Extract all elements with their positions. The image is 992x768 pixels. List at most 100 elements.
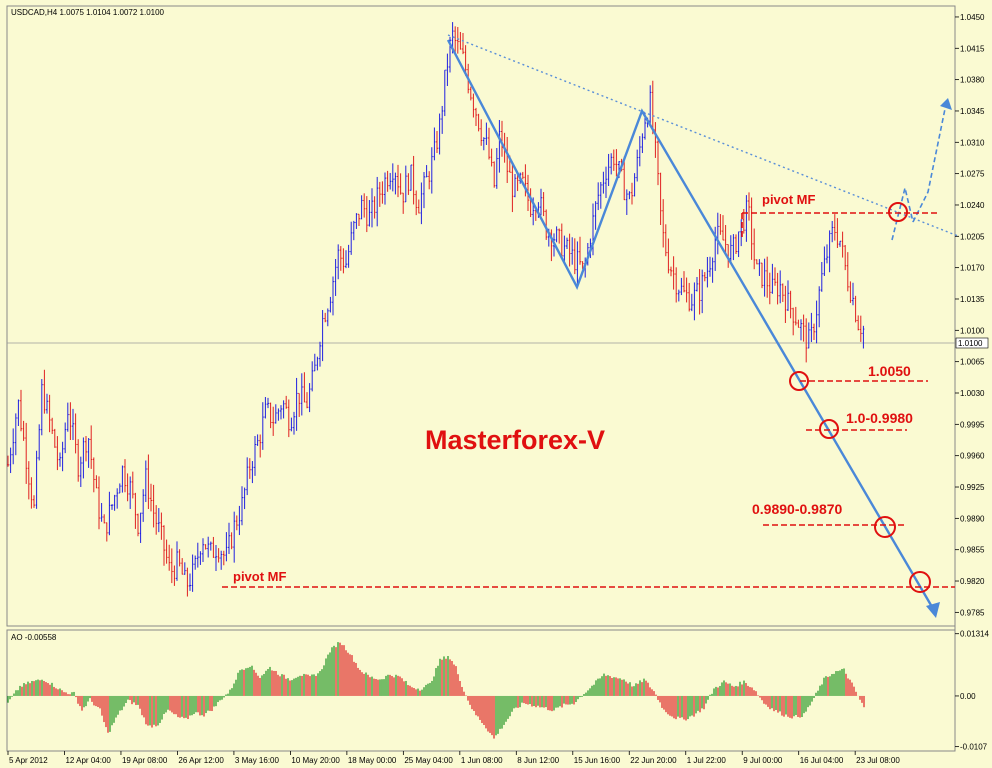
price-bar xyxy=(456,27,459,54)
price-bar xyxy=(766,256,769,298)
price-bar xyxy=(540,188,542,216)
price-bar xyxy=(272,406,275,436)
price-bar xyxy=(696,276,698,292)
price-bar xyxy=(386,170,389,192)
price-bar xyxy=(222,550,225,566)
price-bar xyxy=(516,173,519,192)
price-bar xyxy=(87,438,90,468)
price-bar xyxy=(433,127,436,161)
price-bar xyxy=(745,195,748,242)
price-bar xyxy=(417,199,420,214)
target-circle-1 xyxy=(789,371,809,391)
price-bar xyxy=(560,223,563,258)
price-bar xyxy=(610,153,613,175)
price-tick-label: 1.0065 xyxy=(960,358,985,367)
price-bar xyxy=(113,494,116,511)
price-bar xyxy=(430,147,433,194)
price-bar xyxy=(233,511,236,563)
price-bar xyxy=(462,33,464,55)
time-tick-label: 16 Jul 04:00 xyxy=(800,756,844,765)
price-tick-label: 1.0170 xyxy=(960,264,985,273)
price-bar xyxy=(394,172,397,195)
price-bar xyxy=(636,149,639,182)
symbol-header: USDCAD,H4 1.0075 1.0104 1.0072 1.0100 xyxy=(11,8,164,17)
price-bar xyxy=(20,389,22,432)
price-bar xyxy=(641,133,644,154)
price-bar xyxy=(719,214,722,235)
price-tick-label: 1.0415 xyxy=(960,44,985,53)
price-bar xyxy=(202,538,204,563)
price-bar xyxy=(716,212,719,255)
price-bar xyxy=(758,259,761,276)
price-bar xyxy=(38,424,41,461)
price-bar xyxy=(269,402,272,429)
price-bar xyxy=(61,441,64,472)
target-circle-4 xyxy=(909,571,931,593)
price-bar xyxy=(662,199,665,248)
projection-arrows xyxy=(891,103,947,241)
price-bar xyxy=(659,172,662,226)
price-bar xyxy=(768,272,771,305)
price-bar xyxy=(701,269,704,314)
price-bar xyxy=(215,545,217,572)
price-bar xyxy=(355,213,358,229)
price-bar xyxy=(521,171,524,180)
price-bar xyxy=(79,456,82,487)
price-bar xyxy=(475,107,477,127)
price-bar xyxy=(402,192,405,214)
price-bar xyxy=(558,228,561,244)
price-bar xyxy=(854,295,857,323)
price-tick-label: 1.0275 xyxy=(960,170,985,179)
price-bar xyxy=(649,85,652,124)
price-bar xyxy=(178,549,181,567)
price-bar xyxy=(826,244,828,264)
level-3-label: 0.9890-0.9870 xyxy=(752,501,843,517)
price-bar xyxy=(56,436,59,471)
price-bar xyxy=(667,238,670,274)
price-bar xyxy=(784,285,787,324)
price-bar xyxy=(794,306,797,326)
price-bar xyxy=(415,190,418,216)
ao-tick-label: -0.0107 xyxy=(960,743,988,752)
price-bar xyxy=(836,218,839,249)
price-bar xyxy=(43,369,46,414)
price-bar xyxy=(753,228,756,270)
price-bar xyxy=(103,514,106,524)
price-bar xyxy=(664,224,667,257)
price-bar xyxy=(709,256,711,277)
price-bar xyxy=(22,420,25,441)
price-tick-label: 1.0100 xyxy=(960,326,985,335)
price-bar xyxy=(501,120,503,157)
price-bar xyxy=(324,312,327,323)
price-bar xyxy=(74,413,77,454)
time-tick-label: 26 Apr 12:00 xyxy=(178,756,224,765)
price-bar xyxy=(246,457,249,496)
price-bar xyxy=(654,122,657,158)
price-tick-label: 0.9925 xyxy=(960,483,985,492)
price-bar xyxy=(358,213,360,227)
ao-tick-label: 0.00 xyxy=(960,692,976,701)
price-bar xyxy=(599,182,602,209)
price-bar xyxy=(732,234,735,261)
price-bar xyxy=(150,483,152,512)
time-tick-label: 1 Jul 22:00 xyxy=(687,756,727,765)
price-tick-label: 0.9960 xyxy=(960,452,985,461)
price-bar xyxy=(428,171,431,190)
price-bar xyxy=(337,244,340,280)
ao-panel-border xyxy=(6,629,956,752)
projection-path-right xyxy=(912,103,947,223)
price-bar xyxy=(680,277,683,296)
price-bar xyxy=(64,422,67,454)
price-tick-label: 0.9890 xyxy=(960,514,985,523)
price-bar xyxy=(690,293,693,312)
price-bar xyxy=(142,489,145,522)
price-bar xyxy=(118,483,121,494)
price-bar xyxy=(576,241,579,286)
price-bar xyxy=(121,465,124,493)
price-bar xyxy=(735,234,737,255)
price-bar xyxy=(469,86,472,101)
price-bar xyxy=(657,140,659,186)
ao-histogram xyxy=(7,642,865,739)
price-bar xyxy=(438,113,441,155)
